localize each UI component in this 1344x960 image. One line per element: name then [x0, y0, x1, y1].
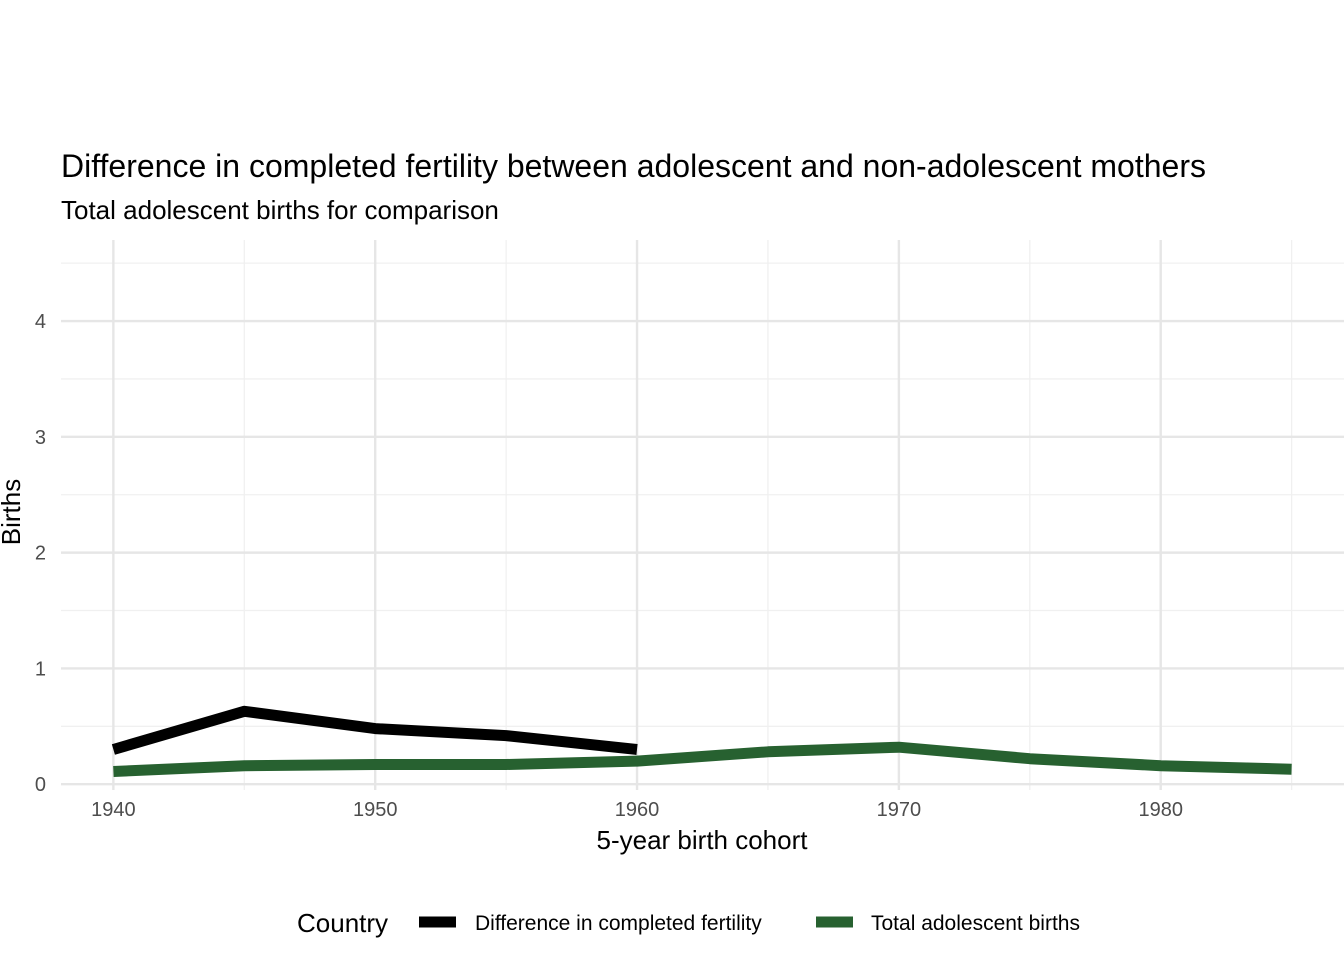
grid	[61, 240, 1344, 790]
x-tick-label: 1980	[1138, 799, 1183, 821]
x-axis-title: 5-year birth cohort	[597, 825, 809, 855]
series-line-2	[113, 741, 1292, 777]
legend-items: Difference in completed fertility Total a…	[419, 912, 1080, 935]
x-tick-label: 1970	[877, 799, 922, 821]
series-lines	[111, 705, 1292, 777]
y-tick-label: 1	[35, 658, 46, 680]
legend-label-2: Total adolescent births	[871, 912, 1080, 935]
legend-title: Country	[297, 908, 388, 938]
x-tick-label: 1950	[353, 799, 398, 821]
legend: Country Difference in completed fertilit…	[297, 908, 1080, 938]
y-axis-title: Births	[0, 479, 26, 545]
y-tick-label: 2	[35, 543, 46, 565]
x-tick-label: 1940	[91, 799, 136, 821]
chart-subtitle: Total adolescent births for comparison	[61, 195, 499, 225]
y-tick-label: 0	[35, 774, 46, 796]
x-axis-ticks: 1940 1950 1960 1970 1980	[91, 799, 1183, 821]
y-tick-label: 3	[35, 427, 46, 449]
y-axis-ticks: 0 1 2 3 4	[35, 311, 46, 796]
legend-label-1: Difference in completed fertility	[475, 912, 762, 935]
x-tick-label: 1960	[615, 799, 660, 821]
chart-title: Difference in completed fertility betwee…	[61, 148, 1206, 184]
y-tick-label: 4	[35, 311, 46, 333]
series-line-1	[111, 705, 638, 755]
